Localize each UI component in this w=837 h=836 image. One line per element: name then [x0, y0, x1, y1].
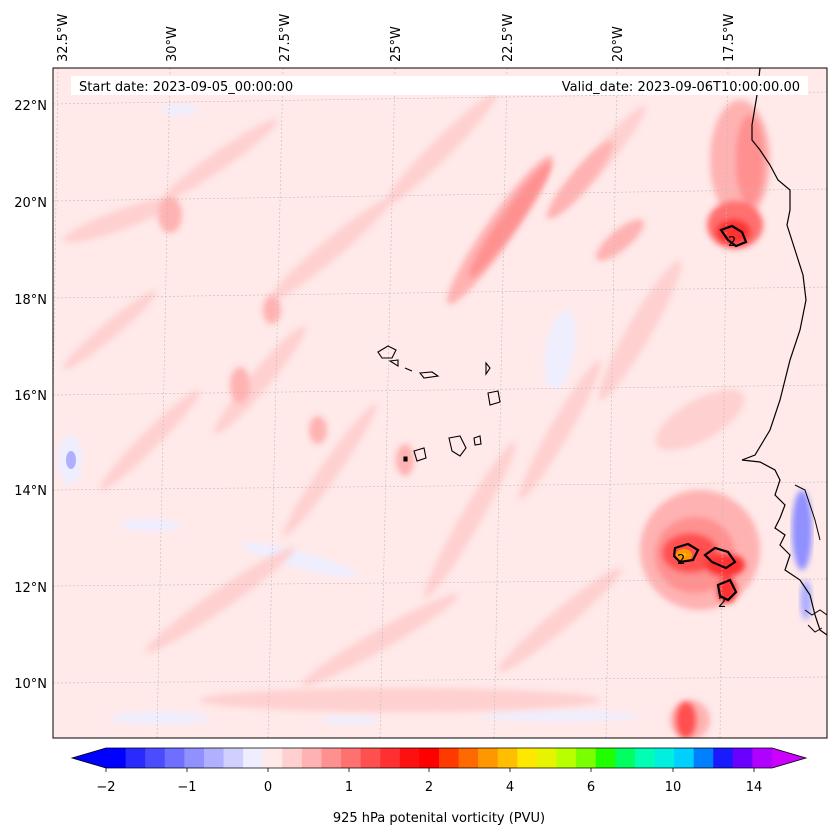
lat-label: 14°N	[14, 484, 47, 499]
colorbar-segment	[674, 748, 695, 768]
islands	[377, 345, 501, 462]
low-pv-blob	[792, 490, 812, 570]
colorbar-segment	[360, 748, 381, 768]
low-pv-blob	[66, 451, 76, 469]
colorbar-tick-label: 4	[506, 780, 514, 795]
lat-label: 16°N	[14, 389, 47, 404]
colorbar-segment	[262, 748, 283, 768]
colorbar-tick-label: −1	[177, 780, 196, 795]
colorbar-segment	[164, 748, 185, 768]
colorbar-segment	[203, 748, 225, 768]
lon-label: 32.5°W	[56, 14, 71, 62]
map-panel: 2 2 2 Start date: 2023-09-05_00:00:00 Va…	[53, 68, 827, 738]
colorbar-extend-low	[72, 748, 106, 768]
colorbar-segment	[125, 748, 146, 768]
lon-label: 20°W	[611, 26, 626, 62]
colorbar-segment	[752, 748, 773, 768]
colorbar-tick-label: 6	[587, 780, 595, 795]
lat-label: 20°N	[14, 196, 47, 211]
colorbar-segment	[517, 748, 538, 768]
lat-label: 22°N	[14, 99, 47, 114]
lat-label: 12°N	[14, 581, 47, 596]
negative-pv-regions	[58, 105, 640, 724]
lat-label: 18°N	[14, 293, 47, 308]
colorbar-tick-label: 14	[746, 780, 763, 795]
colorbar-tick-label: −2	[96, 780, 115, 795]
colorbar-title: 925 hPa potenital vorticity (PVU)	[333, 811, 545, 826]
colorbar-tick-label: 1	[345, 780, 353, 795]
colorbar-segment	[106, 748, 127, 768]
latitude-labels: 22°N 20°N 18°N 16°N 14°N 12°N 10°N	[14, 99, 47, 692]
colorbar-segment	[341, 748, 362, 768]
colorbar-segment	[321, 748, 342, 768]
low-pv-blob	[800, 580, 812, 620]
lon-label: 22.5°W	[501, 14, 516, 62]
colorbar-segment	[693, 748, 714, 768]
colorbar-ticks	[105, 768, 755, 772]
colorbar-segment	[497, 748, 518, 768]
lon-label: 30°W	[165, 26, 180, 62]
longitude-labels: 32.5°W 30°W 27.5°W 25°W 22.5°W 20°W 17.5…	[56, 14, 737, 62]
colorbar-segment	[536, 748, 558, 768]
colorbar-tick-label: 10	[665, 780, 682, 795]
colorbar-segment	[301, 748, 322, 768]
colorbar: −2 −1 0 1 2 4 6 10 14 925 hPa potenital …	[70, 747, 808, 826]
pv-2-contours	[672, 224, 748, 602]
pv-max-core	[680, 553, 686, 557]
colorbar-extend-high	[772, 748, 806, 768]
colorbar-segment	[576, 748, 597, 768]
colorbar-segment	[556, 748, 577, 768]
colorbar-segment	[654, 748, 675, 768]
african-coastline	[741, 68, 827, 636]
colorbar-segment	[184, 748, 205, 768]
contour-label: 2	[718, 596, 726, 611]
colorbar-segments	[106, 748, 773, 768]
colorbar-segment	[243, 748, 264, 768]
colorbar-segment	[478, 748, 499, 768]
map-frame	[52, 67, 828, 739]
lon-label: 17.5°W	[722, 14, 737, 62]
colorbar-segment	[458, 748, 479, 768]
header-box	[71, 76, 808, 95]
colorbar-tick-label: 2	[425, 780, 433, 795]
colorbar-segment	[713, 748, 734, 768]
colorbar-tick-label: 0	[264, 780, 272, 795]
contour-label: 2	[728, 235, 736, 250]
lon-label: 25°W	[389, 26, 404, 62]
lat-label: 10°N	[14, 677, 47, 692]
colorbar-segment	[399, 748, 420, 768]
colorbar-segment	[732, 748, 753, 768]
valid-date-label: Valid_date: 2023-09-06T10:00:00.00	[562, 80, 800, 95]
colorbar-segment	[223, 748, 244, 768]
pv-streaks-light	[63, 92, 745, 712]
colorbar-segment	[380, 748, 401, 768]
colorbar-segment	[419, 748, 440, 768]
colorbar-segment	[145, 748, 166, 768]
start-date-label: Start date: 2023-09-05_00:00:00	[79, 80, 293, 95]
colorbar-segment	[634, 748, 655, 768]
lon-label: 27.5°W	[278, 14, 293, 62]
colorbar-segment	[595, 748, 616, 768]
contour-label: 2	[677, 553, 685, 568]
coast-detail	[794, 484, 827, 633]
colorbar-segment	[615, 748, 636, 768]
colorbar-segment	[282, 748, 303, 768]
colorbar-segment	[439, 748, 460, 768]
